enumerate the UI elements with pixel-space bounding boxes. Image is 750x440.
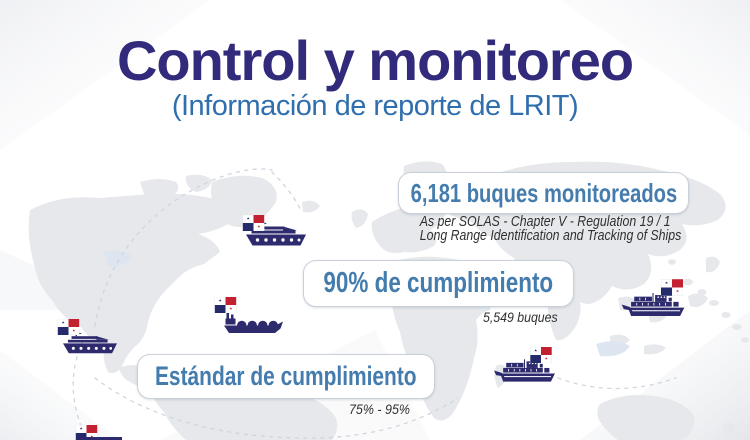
panama-flag-mid-atlantic <box>214 297 237 313</box>
stat-label-compliance-standard: Estándar de cumplimiento <box>155 361 417 391</box>
panama-flag-pacific <box>57 319 80 335</box>
stat-caption-compliance-standard: 75% - 95% <box>349 401 417 417</box>
tanker-ship-mid-atlantic <box>224 313 283 333</box>
caption-line: Long Range Identification and Tracking o… <box>419 227 682 244</box>
stat-label-monitored-vessels: 6,181 buques monitoreados <box>410 177 677 208</box>
stat-caption-compliance: 5,549 buques <box>483 309 568 325</box>
ship-south-pacific <box>80 437 122 440</box>
stat-label-compliance: 90% de cumplimiento <box>323 267 554 299</box>
caption-line: 75% - 95% <box>349 401 410 417</box>
stat-box-compliance: 90% de cumplimiento <box>303 260 574 307</box>
panama-flag-north-atlantic <box>242 215 265 231</box>
container-ship-east-asia <box>621 293 685 316</box>
caption-line: 5,549 buques <box>483 309 558 325</box>
stat-box-monitored-vessels: 6,181 buques monitoreados <box>398 172 689 214</box>
stat-caption-monitored-vessels: As per SOLAS - Chapter V - Regulation 19… <box>398 214 688 244</box>
stat-box-compliance-standard: Estándar de cumplimiento <box>137 354 435 399</box>
caption-line: As per SOLAS - Chapter V - Regulation 19… <box>419 214 671 230</box>
panama-flag-indian-ocean <box>529 347 553 363</box>
page-title: Control y monitoreo <box>116 29 634 92</box>
panama-flag-east-asia <box>661 279 683 296</box>
page-subtitle: (Información de reporte de LRIT) <box>171 90 579 122</box>
